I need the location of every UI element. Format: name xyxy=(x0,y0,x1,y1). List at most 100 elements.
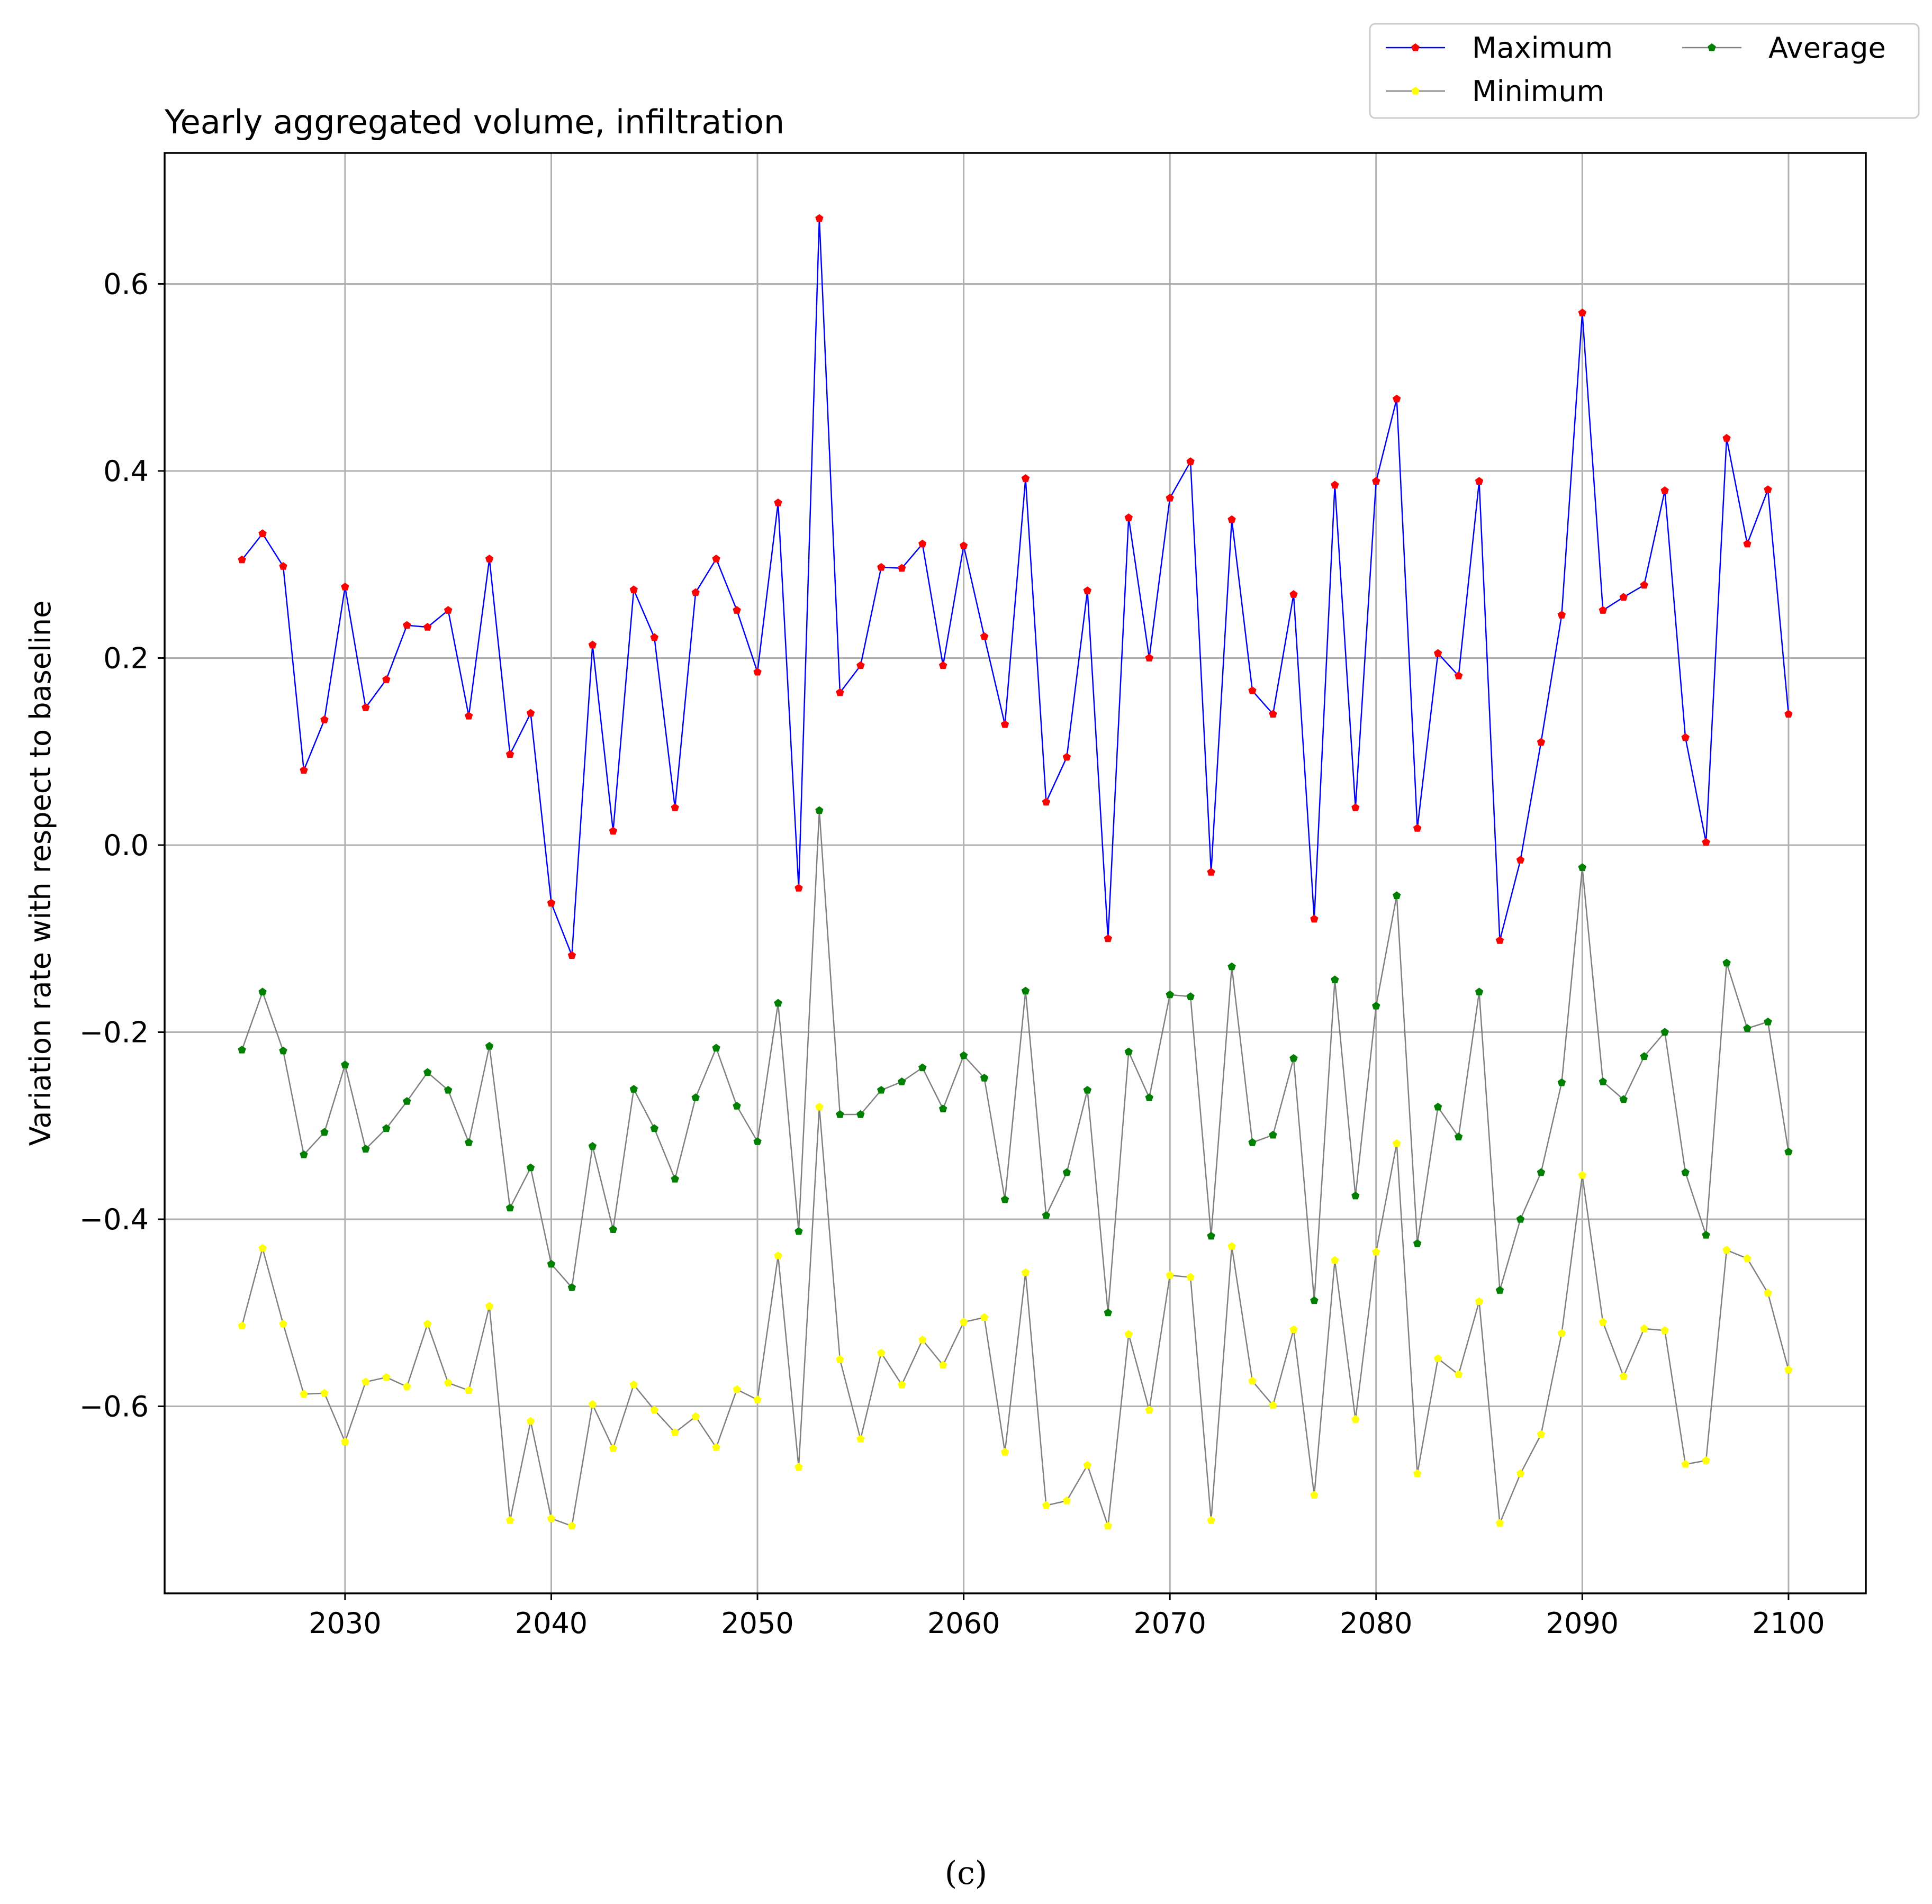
data-point xyxy=(279,1319,287,1328)
data-point xyxy=(650,1406,658,1414)
chart-title: Yearly aggregated volume, infiltration xyxy=(164,103,784,141)
data-point xyxy=(1351,1191,1360,1200)
data-point xyxy=(815,806,824,814)
data-point xyxy=(341,1060,349,1068)
data-point xyxy=(423,1319,432,1328)
data-point xyxy=(1124,1047,1133,1056)
data-point xyxy=(1660,1326,1669,1334)
data-point xyxy=(1743,1024,1752,1032)
data-point xyxy=(938,1361,947,1369)
data-point xyxy=(1743,1254,1752,1262)
data-point xyxy=(1186,992,1195,1000)
data-point xyxy=(1269,1401,1277,1409)
data-point xyxy=(1619,1095,1628,1103)
data-point xyxy=(1413,1239,1422,1247)
legend-entry: Minimum xyxy=(1386,75,1604,108)
data-point xyxy=(733,1385,741,1393)
data-point xyxy=(918,1335,927,1344)
data-point xyxy=(959,1051,968,1059)
series-average xyxy=(238,806,1793,1317)
data-point xyxy=(403,1382,411,1390)
data-point xyxy=(1722,958,1731,967)
data-point xyxy=(980,1073,989,1082)
data-point xyxy=(1351,803,1360,811)
data-point xyxy=(588,1400,597,1408)
y-tick-label: −0.6 xyxy=(79,1390,149,1423)
data-point xyxy=(712,1044,720,1052)
data-point xyxy=(1021,986,1030,995)
data-point xyxy=(1000,1195,1009,1203)
data-point xyxy=(526,1163,535,1172)
data-point xyxy=(691,1412,700,1420)
data-point xyxy=(547,899,556,907)
data-point xyxy=(505,1516,514,1524)
data-point xyxy=(1537,1168,1546,1176)
data-point xyxy=(1207,1516,1215,1524)
data-point xyxy=(712,1443,720,1451)
data-point xyxy=(1145,654,1153,661)
x-tick-label: 2080 xyxy=(1340,1607,1412,1640)
data-point xyxy=(444,1085,453,1094)
data-point xyxy=(1124,513,1133,521)
data-point xyxy=(1042,797,1051,806)
data-point xyxy=(1516,856,1525,864)
series-lines xyxy=(238,214,1793,1530)
data-point xyxy=(1207,868,1215,876)
data-point xyxy=(898,1380,906,1389)
data-point xyxy=(485,554,494,563)
legend-marker xyxy=(1708,43,1716,51)
data-point xyxy=(1640,1052,1648,1060)
figure-caption: (c) xyxy=(944,1855,988,1892)
legend-entry: Maximum xyxy=(1386,31,1613,65)
data-point xyxy=(526,1417,535,1425)
data-point xyxy=(1702,1230,1710,1239)
data-point xyxy=(1372,1247,1380,1256)
data-point xyxy=(1104,934,1112,942)
data-point xyxy=(1083,1461,1092,1469)
data-point xyxy=(320,1389,329,1397)
y-tick-label: −0.4 xyxy=(79,1203,149,1236)
legend-marker xyxy=(1411,86,1420,95)
data-point xyxy=(1248,1138,1257,1146)
x-tick-label: 2070 xyxy=(1133,1607,1206,1640)
x-tick-label: 2030 xyxy=(309,1607,381,1640)
data-point xyxy=(1145,1093,1153,1101)
data-point xyxy=(1702,838,1710,846)
data-point xyxy=(547,1259,556,1268)
data-point xyxy=(1784,1365,1793,1374)
data-point xyxy=(1310,1296,1319,1304)
data-point xyxy=(403,1097,411,1105)
legend: Maximum Minimum Average xyxy=(1369,23,1920,119)
data-point xyxy=(1722,1246,1731,1254)
data-point xyxy=(1784,710,1793,718)
data-point xyxy=(1331,1256,1339,1264)
data-point xyxy=(877,563,886,571)
series-maximum xyxy=(238,214,1793,959)
data-point xyxy=(300,766,308,774)
data-point xyxy=(1743,539,1752,548)
data-point xyxy=(671,1174,679,1183)
data-point xyxy=(1372,477,1380,485)
data-point xyxy=(1413,1469,1422,1477)
data-point xyxy=(877,1085,886,1094)
data-point xyxy=(609,1225,618,1233)
data-point xyxy=(1021,474,1030,482)
data-point xyxy=(856,661,865,669)
data-point xyxy=(1599,1318,1607,1326)
data-point xyxy=(691,1093,700,1101)
data-point xyxy=(238,1321,246,1330)
data-point xyxy=(1433,1354,1442,1362)
data-point xyxy=(1537,738,1546,746)
data-point xyxy=(795,884,803,892)
data-point xyxy=(1619,593,1628,601)
data-point xyxy=(238,1045,246,1054)
data-point xyxy=(1083,586,1092,594)
data-point xyxy=(1454,1370,1463,1378)
x-tick-label: 2040 xyxy=(515,1607,588,1640)
data-point xyxy=(1083,1085,1092,1094)
data-point xyxy=(444,606,453,614)
data-point xyxy=(279,1046,287,1055)
series-line xyxy=(241,1106,1790,1527)
data-point xyxy=(464,1386,473,1394)
